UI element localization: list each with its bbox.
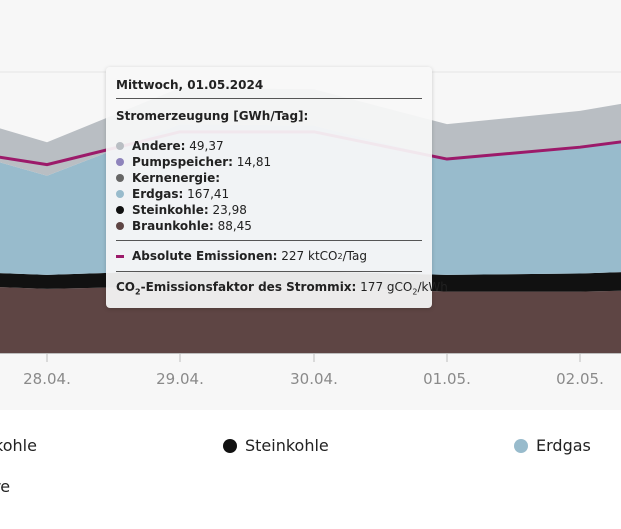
tooltip-divider bbox=[116, 271, 422, 272]
tooltip-heading: Stromerzeugung [GWh/Tag]: bbox=[116, 109, 309, 123]
tooltip-row-label: Steinkohle: bbox=[132, 203, 209, 217]
series-dot-icon bbox=[116, 174, 124, 182]
legend-item-erdgas[interactable]: Erdgas bbox=[514, 436, 591, 455]
legend-item-andere[interactable]: re bbox=[0, 477, 10, 496]
x-tick-label: 01.05. bbox=[423, 370, 471, 388]
tooltip-divider bbox=[116, 240, 422, 241]
tooltip-row-value: 88,45 bbox=[217, 219, 252, 233]
tooltip-row: Pumpspeicher: 14,81 bbox=[116, 154, 422, 170]
tooltip-row: Kernenergie: bbox=[116, 170, 422, 186]
series-dot-icon bbox=[116, 222, 124, 230]
tooltip-emissions-sub: 2 bbox=[337, 251, 343, 261]
legend-dot-icon bbox=[223, 438, 237, 453]
tooltip-factor-value: 177 gCO2/kWh bbox=[360, 279, 448, 297]
legend-item-braunkohle[interactable]: kohle bbox=[0, 436, 37, 455]
x-tick-label: 30.04. bbox=[290, 370, 338, 388]
emissions-line-icon bbox=[116, 254, 124, 258]
tooltip-row: Braunkohle: 88,45 bbox=[116, 218, 422, 234]
legend-label: Erdgas bbox=[536, 436, 591, 455]
tooltip-factor-label: CO2-Emissionsfaktor des Strommix: bbox=[116, 279, 357, 297]
series-dot-icon bbox=[116, 158, 124, 166]
tooltip-emissions-row: Absolute Emissionen: 227 ktCO 2/Tag bbox=[116, 241, 422, 271]
tooltip-row: Andere: 49,37 bbox=[116, 138, 422, 154]
tooltip-row-value: 14,81 bbox=[236, 155, 272, 169]
legend-label: Steinkohle bbox=[245, 436, 329, 455]
x-tick-label: 29.04. bbox=[156, 370, 204, 388]
tooltip-row-label: Andere: bbox=[132, 139, 186, 153]
tooltip-row-value: 23,98 bbox=[212, 203, 247, 217]
tooltip-row-label: Kernenergie: bbox=[132, 171, 221, 185]
chart-tooltip: Mittwoch, 01.05.2024 Stromerzeugung [GWh… bbox=[106, 67, 448, 308]
tooltip-emissions-label: Absolute Emissionen: bbox=[132, 249, 278, 263]
legend-item-steinkohle[interactable]: Steinkohle bbox=[223, 436, 329, 455]
tooltip-row-label: Erdgas: bbox=[132, 187, 184, 201]
series-dot-icon bbox=[116, 206, 124, 214]
legend-label: kohle bbox=[0, 436, 37, 455]
tooltip-row: Steinkohle: 23,98 bbox=[116, 202, 422, 218]
legend-dot-icon bbox=[514, 438, 528, 453]
tooltip-divider bbox=[116, 98, 422, 99]
tooltip-row: Erdgas: 167,41 bbox=[116, 186, 422, 202]
legend-label: re bbox=[0, 477, 11, 496]
x-tick-label: 02.05. bbox=[556, 370, 604, 388]
series-dot-icon bbox=[116, 190, 124, 198]
tooltip-row-value: 167,41 bbox=[187, 187, 230, 201]
tooltip-factor-row: CO2-Emissionsfaktor des Strommix: 177 gC… bbox=[116, 272, 448, 304]
x-tick-label: 28.04. bbox=[23, 370, 71, 388]
tooltip-row-label: Braunkohle: bbox=[132, 219, 214, 233]
tooltip-date: Mittwoch, 01.05.2024 bbox=[116, 78, 264, 92]
tooltip-row-label: Pumpspeicher: bbox=[132, 155, 233, 169]
tooltip-row-value: 49,37 bbox=[189, 139, 224, 153]
tooltip-rows: Andere: 49,37 Pumpspeicher: 14,81 Kernen… bbox=[116, 138, 422, 234]
tooltip-emissions-value: 227 ktCO bbox=[281, 249, 338, 263]
tooltip-emissions-unit: /Tag bbox=[342, 249, 367, 263]
series-dot-icon bbox=[116, 142, 124, 150]
